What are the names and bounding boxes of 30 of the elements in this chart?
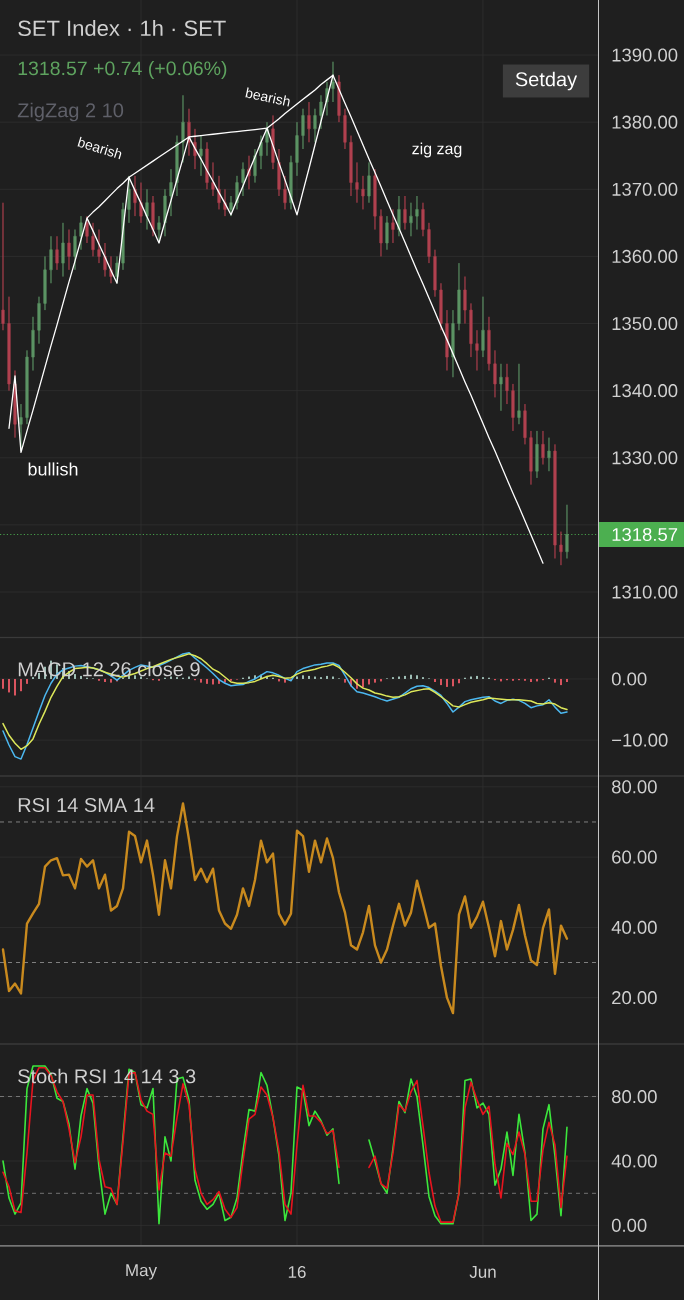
annotation: zig zag (412, 142, 462, 158)
y-tick-label: 1370.00 (612, 182, 678, 196)
text: RSI 14 SMA 14 (18, 797, 155, 813)
annotation: Setday (515, 71, 578, 91)
y-tick-label: 0.00 (611, 1218, 647, 1232)
x-tick-label: Jun (469, 1266, 496, 1278)
ref-line-label: 1318.57 (612, 527, 678, 542)
annotation: bearish (245, 87, 290, 107)
annotation: ZigZag 2 10 (17, 102, 124, 122)
text: 1318.57 +0.74 (+0.06%) (18, 60, 227, 80)
y-tick-label: 40.00 (611, 920, 657, 934)
x-tick-label: May (126, 1264, 158, 1280)
y-tick-label: 60.00 (612, 850, 657, 864)
x-tick-label: 16 (288, 1265, 306, 1279)
y-tick-label: 1330.00 (612, 451, 678, 465)
y-tick-label: 1340.00 (612, 384, 678, 398)
y-tick-label: 80.00 (611, 780, 657, 794)
y-tick-label: 80.00 (611, 1090, 657, 1104)
y-tick-label: 1360.00 (612, 249, 678, 263)
y-tick-label: 20.00 (612, 991, 657, 1005)
text: SET Index · 1h · SET (18, 19, 226, 37)
y-tick-label: 1350.00 (612, 316, 678, 331)
annotation: bearish (77, 136, 122, 160)
annotation: bullish (28, 462, 78, 476)
y-tick-label: 1390.00 (612, 48, 678, 62)
y-tick-label: 40.00 (611, 1154, 657, 1168)
y-tick-label: 0.00 (611, 672, 647, 686)
y-tick-label: −10.00 (612, 733, 668, 747)
y-tick-label: 1380.00 (612, 115, 678, 129)
y-tick-label: 1310.00 (612, 585, 678, 599)
